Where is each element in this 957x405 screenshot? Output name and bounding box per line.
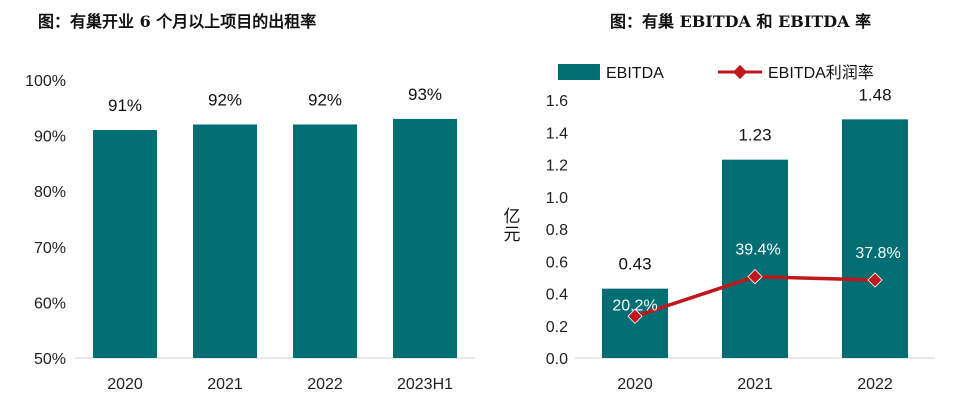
- occupancy-bar: [393, 118, 457, 358]
- y-tick-label: 1.2: [546, 158, 568, 175]
- x-tick-label: 2022: [857, 376, 893, 393]
- x-tick-label: 2021: [737, 376, 773, 393]
- occupancy-chart: 50% 60% 70% 80% 90% 100% 91% 92% 92% 93% 2020 202…: [25, 73, 475, 393]
- x-tick-label: 2020: [617, 376, 653, 393]
- margin-data-label: 20.2%: [612, 297, 657, 314]
- y-tick-label: 50%: [34, 351, 66, 368]
- left-chart-title: 图：有巢开业 6 个月以上项目的出租率: [38, 12, 317, 31]
- bar-data-label: 0.43: [618, 255, 651, 274]
- y-tick-label: 0.8: [546, 222, 568, 239]
- bar-data-label: 1.23: [738, 126, 771, 145]
- legend-marker-margin: [732, 64, 748, 80]
- y-tick-label: 1.6: [546, 93, 568, 110]
- x-tick-label: 2022: [307, 376, 343, 393]
- y-tick-label: 90%: [34, 129, 66, 146]
- x-tick-label: 2023H1: [397, 376, 453, 393]
- x-tick-label: 2020: [107, 376, 143, 393]
- ebitda-bar: [602, 288, 668, 358]
- right-chart-title: 图：有巢 EBITDA 和 EBITDA 率: [610, 12, 872, 31]
- y-tick-label: 0.0: [546, 351, 568, 368]
- y-tick-label: 0.4: [546, 287, 568, 304]
- y-tick-label: 1.0: [546, 190, 568, 207]
- y-axis-label: 亿元: [503, 207, 521, 245]
- bar-data-label: 92%: [208, 90, 242, 109]
- bar-data-label: 93%: [408, 85, 442, 104]
- y-tick-label: 80%: [34, 184, 66, 201]
- y-tick-label: 0.2: [546, 319, 568, 336]
- ebitda-bar: [722, 159, 788, 358]
- margin-data-label: 37.8%: [855, 245, 900, 262]
- y-tick-label: 0.6: [546, 254, 568, 271]
- bar-data-label: 91%: [108, 96, 142, 115]
- legend-label-ebitda: EBITDA: [606, 65, 664, 82]
- margin-line: [634, 274, 876, 318]
- bar-data-label: 92%: [308, 90, 342, 109]
- bar-data-label: 1.48: [858, 85, 891, 104]
- y-tick-label: 60%: [34, 295, 66, 312]
- y-tick-label: 70%: [34, 240, 66, 257]
- legend-label-margin: EBITDA利润率: [768, 64, 874, 82]
- margin-point: [867, 272, 883, 288]
- margin-point: [627, 308, 643, 324]
- occupancy-bar: [293, 124, 357, 358]
- ebitda-bar: [842, 119, 908, 358]
- margin-data-label: 39.4%: [735, 242, 780, 259]
- legend-swatch-ebitda: [558, 64, 600, 80]
- y-tick-label: 1.4: [546, 125, 568, 142]
- occupancy-bar: [93, 130, 157, 358]
- y-tick-label: 100%: [25, 73, 66, 90]
- occupancy-bar: [193, 124, 257, 358]
- margin-point: [747, 269, 763, 285]
- x-tick-label: 2021: [207, 376, 243, 393]
